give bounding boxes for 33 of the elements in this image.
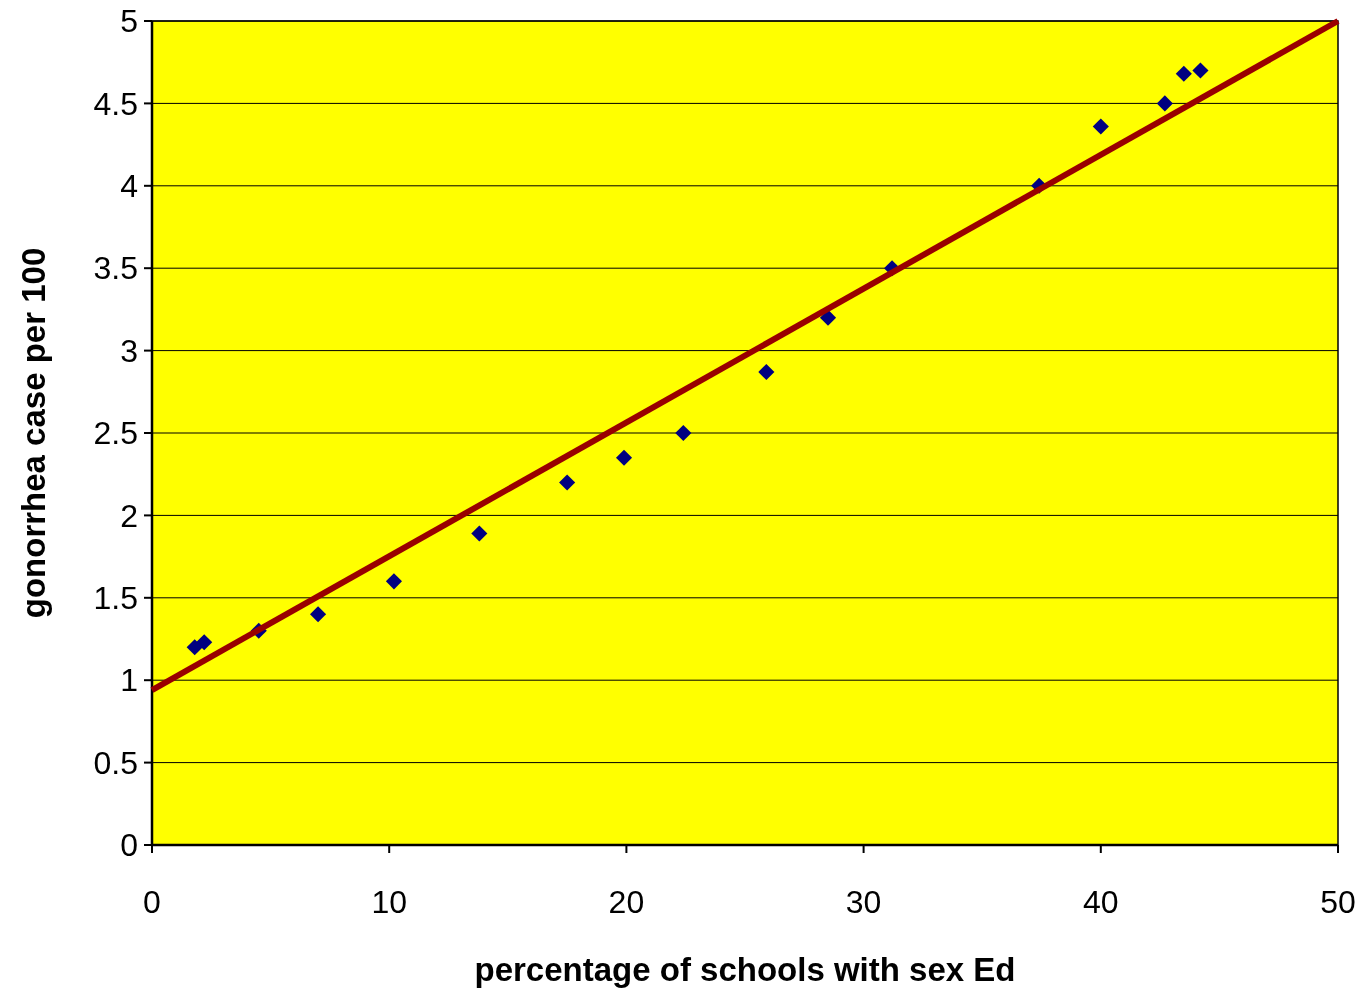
point <box>385 573 403 590</box>
point <box>1092 118 1109 135</box>
point <box>471 525 488 542</box>
point <box>1175 65 1192 82</box>
y-tick-label: 2.5 <box>93 415 138 452</box>
x-tick-label: 50 <box>1320 884 1356 920</box>
point <box>309 606 327 623</box>
x-tick-label: 20 <box>608 884 645 920</box>
y-tick-label: 0.5 <box>93 744 138 781</box>
point <box>615 449 633 466</box>
x-tick-label: 30 <box>845 884 882 920</box>
y-axis-title: gonorrhea case per 100 <box>15 247 52 619</box>
y-tick-label: 3.5 <box>93 250 138 287</box>
y-tick-label: 4.5 <box>93 85 138 122</box>
y-tick-label: 1.5 <box>93 580 138 616</box>
point <box>758 363 775 381</box>
x-tick-label: 10 <box>371 884 407 920</box>
point <box>1156 95 1173 112</box>
y-tick-label: 2 <box>120 497 138 534</box>
x-axis-title: percentage of schools with sex Ed <box>474 951 1016 988</box>
x-tick-label: 40 <box>1083 884 1119 920</box>
y-tick-label: 5 <box>120 3 138 40</box>
y-tick-label: 0 <box>120 827 138 864</box>
point <box>675 424 692 442</box>
point <box>1192 62 1209 79</box>
y-tick-label: 1 <box>120 662 138 699</box>
y-tick-label: 4 <box>120 168 138 204</box>
point <box>819 309 837 326</box>
point <box>186 639 203 656</box>
y-tick-label: 3 <box>120 332 138 369</box>
point <box>559 474 576 491</box>
x-tick-label: 0 <box>143 884 161 920</box>
point <box>196 634 213 651</box>
